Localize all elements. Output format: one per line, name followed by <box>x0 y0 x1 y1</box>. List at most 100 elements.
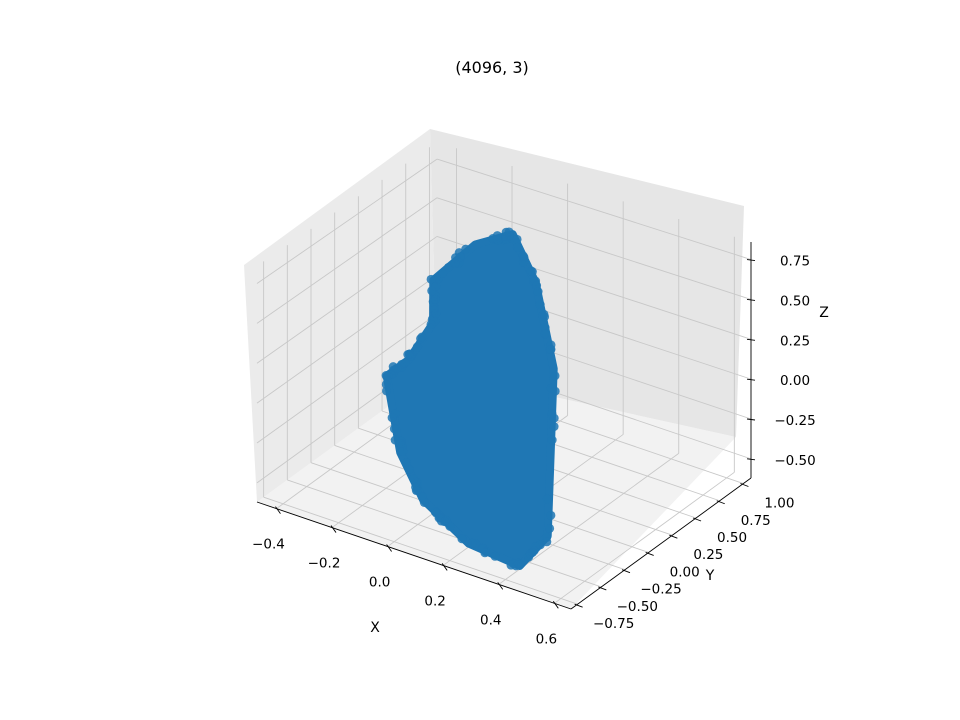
x-axis-label: X <box>370 620 380 636</box>
point <box>397 362 407 372</box>
point <box>404 465 414 475</box>
y-tick-label: 0.00 <box>670 564 700 580</box>
point <box>455 252 465 262</box>
point <box>381 379 391 389</box>
z-tick <box>746 418 756 421</box>
point <box>515 559 525 569</box>
z-grid-left <box>256 197 438 324</box>
z-tick <box>746 338 756 341</box>
y-tick-label: −0.25 <box>640 582 681 598</box>
x-tick <box>441 563 448 571</box>
point <box>419 497 429 507</box>
y-tick-label: 0.75 <box>741 513 771 529</box>
y-grid-floor <box>287 479 602 588</box>
z-grid-back <box>436 197 752 300</box>
y-tick-label: 0.25 <box>693 547 723 563</box>
point <box>550 386 560 396</box>
point <box>535 300 545 310</box>
point <box>389 424 399 434</box>
point <box>438 268 448 278</box>
x-tick <box>330 525 337 533</box>
y-tick-label: −0.50 <box>617 599 658 615</box>
point <box>506 560 516 570</box>
z-tick-label: −0.25 <box>774 413 815 429</box>
z-grid-left <box>256 274 438 404</box>
z-axis-label: Z <box>819 305 829 321</box>
y-tick-label: 0.50 <box>717 530 747 546</box>
point <box>416 334 426 344</box>
point <box>411 477 421 487</box>
point <box>431 281 441 291</box>
point <box>549 413 559 423</box>
point <box>542 532 552 542</box>
point <box>440 517 450 527</box>
point <box>540 312 550 322</box>
point <box>490 551 500 561</box>
point <box>429 303 439 313</box>
point-cloud <box>381 227 560 571</box>
x-tick-label: 0.6 <box>536 631 557 647</box>
point <box>412 342 422 352</box>
y-tick <box>716 500 725 505</box>
point <box>531 276 541 286</box>
point <box>471 539 481 549</box>
y-axis-line <box>570 477 752 610</box>
y-tick <box>669 534 678 539</box>
point <box>546 344 556 354</box>
point <box>450 258 460 268</box>
point <box>547 435 557 445</box>
z-tick <box>746 378 756 381</box>
x-tick-label: 0.2 <box>424 593 445 609</box>
z-grid-left <box>256 313 438 444</box>
y-grid-floor <box>263 496 578 605</box>
y-tick <box>692 517 702 522</box>
point <box>546 510 556 520</box>
point <box>396 436 406 446</box>
y-axis-label: Y <box>705 568 715 584</box>
left-pane <box>244 129 437 502</box>
z-grid-left <box>256 158 438 284</box>
point <box>381 371 391 381</box>
point <box>406 351 416 361</box>
x-tick <box>275 506 281 514</box>
x-tick-label: 0.0 <box>369 575 390 591</box>
point <box>526 266 536 276</box>
x-tick-label: −0.4 <box>252 537 285 553</box>
point <box>512 242 522 252</box>
y-tick <box>598 586 607 591</box>
point <box>518 251 528 261</box>
point <box>480 548 490 558</box>
y-tick-label: 1.00 <box>764 496 794 512</box>
y-tick-label: −0.75 <box>593 616 634 632</box>
point <box>525 549 535 559</box>
point <box>550 371 560 381</box>
z-grid-left <box>256 236 438 364</box>
z-tick-label: 0.25 <box>780 333 810 349</box>
z-tick-label: 0.75 <box>780 254 810 270</box>
x-axis-line <box>256 501 572 610</box>
point <box>457 534 467 544</box>
point <box>540 329 550 339</box>
point <box>401 458 411 468</box>
x-tick <box>497 582 504 590</box>
point <box>426 274 436 284</box>
z-grid-back <box>436 158 752 260</box>
z-tick <box>746 298 756 301</box>
point <box>411 486 421 496</box>
point <box>382 386 392 396</box>
point <box>430 507 440 517</box>
point <box>549 422 559 432</box>
z-tick-label: 0.50 <box>780 293 810 309</box>
y-tick <box>621 569 631 574</box>
z-tick-label: 0.00 <box>780 373 810 389</box>
point <box>535 540 545 550</box>
x-tick-label: −0.2 <box>308 556 341 572</box>
y-tick <box>740 483 749 487</box>
point <box>501 231 511 241</box>
point <box>387 413 397 423</box>
x-tick-label: 0.4 <box>480 612 501 628</box>
point <box>430 295 440 305</box>
point <box>426 319 436 329</box>
point <box>492 231 502 241</box>
